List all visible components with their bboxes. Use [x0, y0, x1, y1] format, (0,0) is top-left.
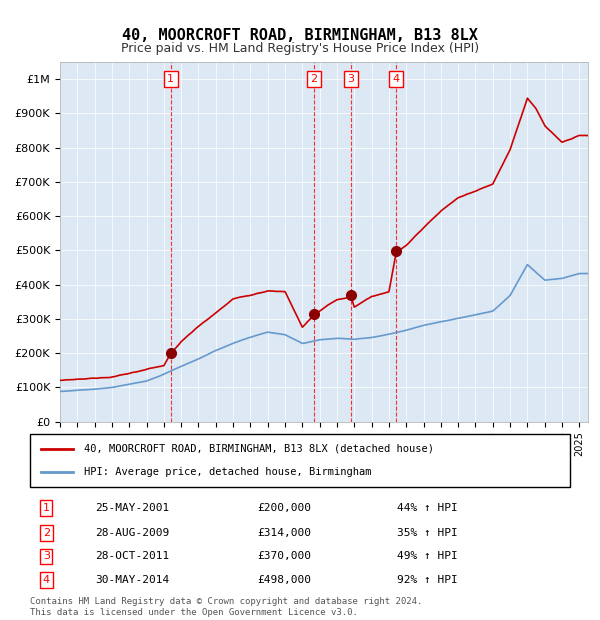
- Text: 2: 2: [43, 528, 50, 538]
- Text: 3: 3: [43, 551, 50, 561]
- Text: 92% ↑ HPI: 92% ↑ HPI: [397, 575, 458, 585]
- Text: 1: 1: [43, 503, 50, 513]
- Text: 3: 3: [347, 74, 355, 84]
- Text: £498,000: £498,000: [257, 575, 311, 585]
- Text: HPI: Average price, detached house, Birmingham: HPI: Average price, detached house, Birm…: [84, 467, 371, 477]
- Text: 28-AUG-2009: 28-AUG-2009: [95, 528, 169, 538]
- Text: £200,000: £200,000: [257, 503, 311, 513]
- Text: £370,000: £370,000: [257, 551, 311, 561]
- Text: Price paid vs. HM Land Registry's House Price Index (HPI): Price paid vs. HM Land Registry's House …: [121, 42, 479, 55]
- Text: 4: 4: [392, 74, 400, 84]
- Text: 25-MAY-2001: 25-MAY-2001: [95, 503, 169, 513]
- Text: 49% ↑ HPI: 49% ↑ HPI: [397, 551, 458, 561]
- Text: 44% ↑ HPI: 44% ↑ HPI: [397, 503, 458, 513]
- Text: 1: 1: [167, 74, 174, 84]
- Text: 35% ↑ HPI: 35% ↑ HPI: [397, 528, 458, 538]
- Text: 40, MOORCROFT ROAD, BIRMINGHAM, B13 8LX: 40, MOORCROFT ROAD, BIRMINGHAM, B13 8LX: [122, 28, 478, 43]
- Text: 30-MAY-2014: 30-MAY-2014: [95, 575, 169, 585]
- Text: 4: 4: [43, 575, 50, 585]
- Text: 40, MOORCROFT ROAD, BIRMINGHAM, B13 8LX (detached house): 40, MOORCROFT ROAD, BIRMINGHAM, B13 8LX …: [84, 444, 434, 454]
- Text: £314,000: £314,000: [257, 528, 311, 538]
- Text: Contains HM Land Registry data © Crown copyright and database right 2024.
This d: Contains HM Land Registry data © Crown c…: [30, 598, 422, 617]
- FancyBboxPatch shape: [30, 434, 570, 487]
- Text: 2: 2: [310, 74, 317, 84]
- Text: 28-OCT-2011: 28-OCT-2011: [95, 551, 169, 561]
